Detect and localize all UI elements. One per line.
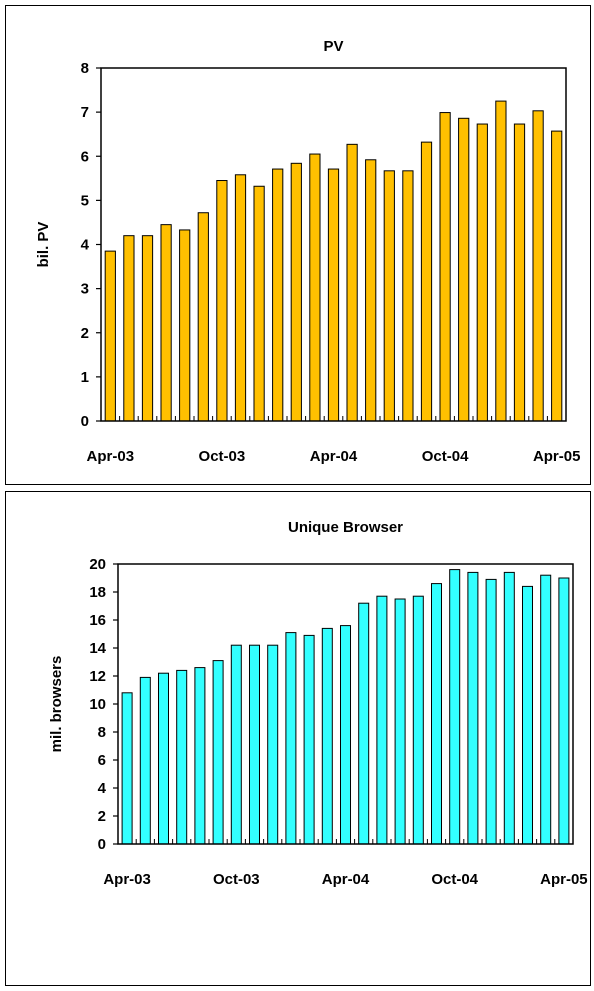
y-tick-label: 8 bbox=[98, 724, 106, 741]
x-tick-label: Apr-04 bbox=[310, 448, 358, 465]
bar-Dec-03 bbox=[267, 644, 279, 845]
bar-Feb-05 bbox=[521, 585, 534, 845]
y-tick-label: 10 bbox=[89, 696, 106, 713]
y-axis-label: mil. browsers bbox=[48, 656, 65, 753]
y-tick-label: 20 bbox=[89, 556, 106, 573]
bar-Jul-03 bbox=[176, 669, 188, 845]
x-tick-label: Apr-04 bbox=[322, 871, 370, 888]
bar-Mar-04 bbox=[309, 153, 321, 422]
pv-chart: PV bil. PV 0 1 2 3 4 5 6 7 8 Apr-03 Oct-03 Apr-04 Oct-… bbox=[35, 38, 581, 465]
y-tick-label: 18 bbox=[89, 584, 106, 601]
bar-Aug-03 bbox=[179, 229, 191, 422]
y-tick-label: 2 bbox=[81, 325, 89, 342]
bar-May-03 bbox=[123, 235, 135, 422]
bar-Oct-03 bbox=[230, 644, 242, 845]
y-tick-label: 6 bbox=[98, 752, 106, 769]
y-tick-label: 0 bbox=[98, 836, 106, 853]
bar-Nov-04 bbox=[467, 571, 479, 845]
y-tick-label: 8 bbox=[81, 60, 89, 77]
bar-Sep-03 bbox=[212, 660, 224, 845]
bar-Jan-05 bbox=[503, 571, 515, 845]
x-tick-label: Oct-03 bbox=[213, 871, 260, 888]
bar-Jul-04 bbox=[383, 170, 395, 422]
x-tick-label: Apr-05 bbox=[533, 448, 581, 465]
bar-Feb-04 bbox=[290, 162, 302, 422]
bar-Aug-04 bbox=[402, 170, 414, 422]
bar-Aug-04 bbox=[412, 595, 424, 845]
bar-Jul-04 bbox=[394, 598, 406, 845]
y-tick-label: 12 bbox=[89, 668, 106, 685]
bar-May-04 bbox=[358, 602, 370, 845]
y-tick-label: 4 bbox=[81, 237, 90, 254]
y-tick-label: 16 bbox=[89, 612, 106, 629]
y-tick-label: 4 bbox=[98, 780, 107, 797]
bar-Jan-04 bbox=[285, 632, 297, 845]
bar-Sep-04 bbox=[430, 583, 443, 845]
bar-Jun-04 bbox=[376, 595, 388, 845]
unique-browser-chart-panel: Unique Browser mil. browsers 0 2 4 6 8 10 12 14 16… bbox=[5, 491, 591, 986]
bar-Jun-03 bbox=[157, 672, 170, 845]
bar-Jun-03 bbox=[141, 235, 154, 422]
bar-Apr-03 bbox=[121, 692, 133, 845]
x-tick-label: Oct-04 bbox=[431, 871, 478, 888]
bar-Oct-04 bbox=[439, 112, 451, 422]
y-tick-label: 1 bbox=[81, 369, 89, 386]
y-tick-label: 2 bbox=[98, 808, 106, 825]
bar-Oct-03 bbox=[216, 180, 228, 422]
bar-Apr-04 bbox=[339, 625, 352, 845]
x-tick-label: Oct-03 bbox=[199, 448, 246, 465]
bar-Jun-04 bbox=[365, 159, 377, 422]
bar-Nov-03 bbox=[248, 644, 261, 845]
bar-Oct-04 bbox=[449, 569, 461, 845]
unique-browser-chart: Unique Browser mil. browsers 0 2 4 6 8 10 12 14 16… bbox=[48, 519, 588, 888]
y-tick-label: 3 bbox=[81, 281, 89, 298]
bar-Jan-05 bbox=[495, 100, 507, 422]
bar-Sep-04 bbox=[420, 141, 433, 422]
bar-Nov-03 bbox=[234, 174, 247, 422]
chart-title: Unique Browser bbox=[288, 519, 403, 536]
bar-May-03 bbox=[139, 676, 151, 845]
chart-title: PV bbox=[323, 38, 343, 55]
bar-Dec-04 bbox=[485, 578, 497, 845]
bar-May-04 bbox=[346, 143, 358, 422]
bar-Apr-03 bbox=[104, 250, 116, 422]
bar-Jul-03 bbox=[160, 224, 172, 422]
bar-Mar-04 bbox=[321, 627, 333, 845]
y-tick-label: 14 bbox=[89, 640, 106, 657]
bar-Dec-03 bbox=[253, 185, 265, 422]
y-axis-label: bil. PV bbox=[35, 222, 52, 268]
bar-Apr-05 bbox=[551, 130, 563, 422]
bar-Sep-03 bbox=[197, 212, 209, 422]
bar-Apr-05 bbox=[558, 577, 570, 845]
y-tick-label: 5 bbox=[81, 192, 89, 209]
pv-chart-panel: PV bil. PV 0 1 2 3 4 5 6 7 8 Apr-03 Oct-03 Apr-04 Oct-… bbox=[5, 5, 591, 485]
x-tick-label: Oct-04 bbox=[422, 448, 469, 465]
y-tick-label: 7 bbox=[81, 104, 89, 121]
x-tick-label: Apr-05 bbox=[540, 871, 588, 888]
x-tick-label: Apr-03 bbox=[103, 871, 151, 888]
bar-Feb-05 bbox=[513, 123, 526, 422]
bar-Dec-04 bbox=[476, 123, 488, 422]
bar-Nov-04 bbox=[458, 117, 470, 422]
bar-Mar-05 bbox=[540, 574, 552, 845]
x-tick-label: Apr-03 bbox=[87, 448, 135, 465]
bar-Aug-03 bbox=[194, 667, 206, 845]
y-tick-label: 6 bbox=[81, 148, 89, 165]
bar-Apr-04 bbox=[327, 168, 340, 422]
y-tick-label: 0 bbox=[81, 413, 89, 430]
bar-Jan-04 bbox=[272, 168, 284, 422]
bar-Feb-04 bbox=[303, 634, 315, 845]
bar-Mar-05 bbox=[532, 110, 544, 422]
